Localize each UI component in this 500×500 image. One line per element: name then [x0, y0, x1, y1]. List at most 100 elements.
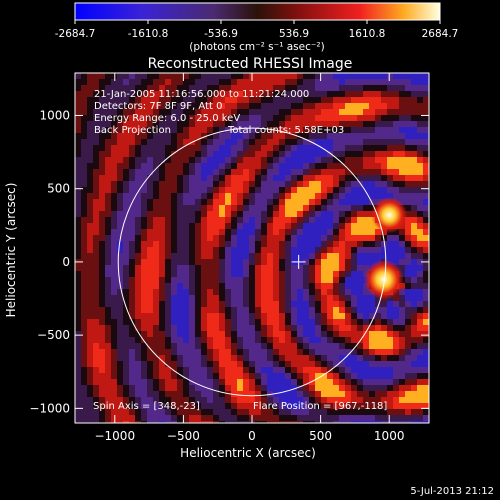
heatmap-cell [375, 109, 381, 115]
heatmap-cell [207, 379, 213, 385]
heatmap-cell [345, 259, 351, 265]
heatmap-cell [165, 217, 171, 223]
heatmap-cell [87, 133, 93, 139]
heatmap-cell [255, 163, 261, 169]
heatmap-cell [273, 373, 279, 379]
heatmap-cell [315, 145, 321, 151]
heatmap-cell [417, 157, 423, 163]
heatmap-cell [315, 97, 321, 103]
heatmap-cell [363, 301, 369, 307]
heatmap-cell [381, 319, 387, 325]
heatmap-cell [369, 145, 375, 151]
heatmap-cell [285, 331, 291, 337]
heatmap-cell [201, 313, 207, 319]
heatmap-cell [171, 193, 177, 199]
heatmap-cell [141, 139, 147, 145]
heatmap-cell [327, 115, 333, 121]
heatmap-cell [345, 121, 351, 127]
heatmap-cell [399, 415, 405, 421]
heatmap-cell [339, 211, 345, 217]
heatmap-cell [111, 289, 117, 295]
heatmap-cell [225, 223, 231, 229]
heatmap-cell [417, 277, 423, 283]
heatmap-cell [423, 133, 429, 139]
heatmap-cell [285, 115, 291, 121]
heatmap-cell [255, 199, 261, 205]
heatmap-cell [231, 421, 237, 423]
heatmap-cell [327, 193, 333, 199]
heatmap-cell [117, 289, 123, 295]
heatmap-cell [387, 313, 393, 319]
heatmap-cell [273, 151, 279, 157]
heatmap-cell [327, 403, 333, 409]
heatmap-cell [219, 289, 225, 295]
heatmap-cell [135, 337, 141, 343]
heatmap-cell [255, 253, 261, 259]
heatmap-cell [141, 373, 147, 379]
heatmap-cell [285, 271, 291, 277]
heatmap-cell [267, 133, 273, 139]
heatmap-cell [261, 307, 267, 313]
heatmap-cell [345, 355, 351, 361]
heatmap-cell [273, 169, 279, 175]
heatmap-cell [147, 127, 153, 133]
heatmap-cell [417, 283, 423, 289]
heatmap-cell [315, 391, 321, 397]
heatmap-cell [303, 373, 309, 379]
heatmap-cell [165, 277, 171, 283]
heatmap-cell [393, 307, 399, 313]
heatmap-cell [81, 313, 87, 319]
heatmap-cell [357, 109, 363, 115]
heatmap-cell [129, 325, 135, 331]
heatmap-cell [219, 373, 225, 379]
heatmap-cell [327, 217, 333, 223]
heatmap-cell [273, 301, 279, 307]
heatmap-cell [75, 289, 81, 295]
heatmap-cell [87, 397, 93, 403]
heatmap-cell [237, 157, 243, 163]
heatmap-cell [321, 163, 327, 169]
heatmap-cell [345, 181, 351, 187]
heatmap-cell [129, 391, 135, 397]
heatmap-cell [135, 253, 141, 259]
heatmap-cell [345, 205, 351, 211]
heatmap-cell [267, 283, 273, 289]
heatmap-cell [315, 373, 321, 379]
heatmap-cell [93, 181, 99, 187]
heatmap-cell [417, 361, 423, 367]
heatmap-cell [141, 385, 147, 391]
heatmap-cell [291, 247, 297, 253]
heatmap-cell [195, 85, 201, 91]
heatmap-cell [285, 85, 291, 91]
heatmap-cell [321, 391, 327, 397]
heatmap-cell [147, 115, 153, 121]
heatmap-cell [255, 121, 261, 127]
heatmap-cell [201, 193, 207, 199]
heatmap-cell [105, 409, 111, 415]
heatmap-cell [387, 403, 393, 409]
heatmap-cell [321, 367, 327, 373]
heatmap-cell [207, 295, 213, 301]
heatmap-cell [357, 85, 363, 91]
heatmap-cell [285, 127, 291, 133]
heatmap-cell [291, 409, 297, 415]
heatmap-cell [405, 265, 411, 271]
heatmap-cell [285, 403, 291, 409]
heatmap-cell [279, 247, 285, 253]
heatmap-cell [165, 229, 171, 235]
heatmap-cell [309, 205, 315, 211]
heatmap-cell [141, 169, 147, 175]
heatmap-cell [159, 181, 165, 187]
heatmap-cell [381, 133, 387, 139]
heatmap-cell [117, 277, 123, 283]
heatmap-cell [75, 379, 81, 385]
heatmap-cell [327, 319, 333, 325]
heatmap-cell [129, 403, 135, 409]
heatmap-cell [315, 421, 321, 423]
heatmap-cell [231, 415, 237, 421]
heatmap-cell [159, 313, 165, 319]
heatmap-cell [381, 97, 387, 103]
heatmap-cell [183, 373, 189, 379]
heatmap-cell [201, 103, 207, 109]
